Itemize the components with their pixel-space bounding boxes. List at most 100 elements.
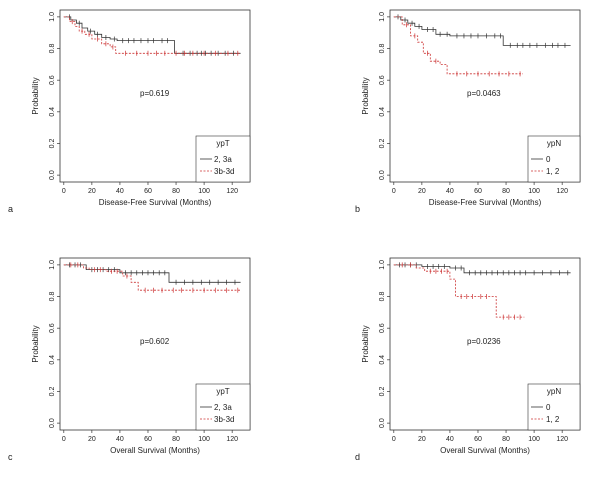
legend-label-series-2: 1, 2 <box>546 415 560 424</box>
legend: ypT 2, 3a 3b-3d <box>195 135 251 183</box>
x-tick-label: 40 <box>116 188 124 195</box>
legend-title: ypN <box>547 139 561 148</box>
x-tick-label: 20 <box>88 188 96 195</box>
y-axis: 0.0 0.2 0.4 0.6 0.8 1.0 <box>379 260 390 428</box>
x-tick-label: 120 <box>226 436 238 443</box>
plot-frame <box>59 9 251 183</box>
x-tick-label: 40 <box>116 436 124 443</box>
panel-letter: c <box>8 452 13 462</box>
p-value-label: p=0.619 <box>140 89 170 98</box>
plot-area <box>393 262 571 320</box>
x-tick-label: 80 <box>502 188 510 195</box>
km-curve-series-2 <box>63 264 241 291</box>
legend-label-series-1: 2, 3a <box>214 155 232 164</box>
legend-title: ypN <box>547 387 561 396</box>
x-tick-label: 100 <box>528 188 540 195</box>
legend-label-series-2: 3b-3d <box>214 415 234 424</box>
y-tick-label: 1.0 <box>379 260 386 270</box>
km-curve-series-1 <box>63 16 241 54</box>
y-tick-label: 0.2 <box>379 139 386 149</box>
y-tick-label: 0.8 <box>49 44 56 54</box>
y-tick-label: 0.4 <box>379 107 386 117</box>
p-value-label: p=0.602 <box>140 337 170 346</box>
x-tick-label: 20 <box>418 188 426 195</box>
x-tick-label: 0 <box>392 436 396 443</box>
y-tick-label: 0.6 <box>49 323 56 333</box>
x-tick-label: 100 <box>528 436 540 443</box>
x-axis-label: Overall Survival (Months) <box>440 446 530 455</box>
p-value-label: p=0.0236 <box>467 337 501 346</box>
x-tick-label: 60 <box>144 436 152 443</box>
y-axis-label: Probability <box>361 325 370 362</box>
x-tick-label: 120 <box>556 436 568 443</box>
km-curve-series-2 <box>393 16 523 75</box>
y-tick-label: 0.2 <box>379 387 386 397</box>
x-tick-label: 80 <box>172 188 180 195</box>
y-tick-label: 0.6 <box>49 75 56 85</box>
km-curve-series-2 <box>393 264 525 318</box>
x-axis: 0 20 40 60 80 100 120 <box>392 430 568 443</box>
x-tick-label: 120 <box>226 188 238 195</box>
y-tick-label: 0.2 <box>49 139 56 149</box>
x-axis: 0 20 40 60 80 100 120 <box>62 430 238 443</box>
y-axis-label: Probability <box>31 77 40 114</box>
legend-label-series-1: 0 <box>546 155 551 164</box>
y-tick-label: 0.6 <box>379 323 386 333</box>
legend-label-series-1: 0 <box>546 403 551 412</box>
plot-area <box>63 262 241 293</box>
x-tick-label: 20 <box>88 436 96 443</box>
y-tick-label: 0.6 <box>379 75 386 85</box>
x-axis: 0 20 40 60 80 100 120 <box>62 182 238 195</box>
y-tick-label: 0.2 <box>49 387 56 397</box>
y-axis-label: Probability <box>361 77 370 114</box>
x-tick-label: 100 <box>198 188 210 195</box>
legend-title: ypT <box>216 139 229 148</box>
legend-label-series-1: 2, 3a <box>214 403 232 412</box>
x-tick-label: 80 <box>502 436 510 443</box>
legend-title: ypT <box>216 387 229 396</box>
km-curve-series-2 <box>63 16 241 54</box>
plot-frame <box>389 9 581 183</box>
x-tick-label: 60 <box>474 188 482 195</box>
y-tick-label: 0.0 <box>49 418 56 428</box>
x-tick-label: 60 <box>474 436 482 443</box>
plot-area <box>393 14 571 77</box>
y-tick-label: 0.4 <box>379 355 386 365</box>
legend: ypT 2, 3a 3b-3d <box>195 383 251 431</box>
panel-letter: b <box>355 204 360 214</box>
panel-letter: d <box>355 452 360 462</box>
panel-letter: a <box>8 204 13 214</box>
y-tick-label: 0.8 <box>49 292 56 302</box>
y-tick-label: 0.8 <box>379 292 386 302</box>
x-tick-label: 40 <box>446 436 454 443</box>
y-tick-label: 0.0 <box>49 170 56 180</box>
y-tick-label: 1.0 <box>49 260 56 270</box>
y-axis: 0.0 0.2 0.4 0.6 0.8 1.0 <box>49 12 60 180</box>
y-axis-label: Probability <box>31 325 40 362</box>
legend: ypN 0 1, 2 <box>527 383 581 431</box>
x-tick-label: 40 <box>446 188 454 195</box>
legend-label-series-2: 1, 2 <box>546 167 560 176</box>
x-tick-label: 20 <box>418 436 426 443</box>
panel-d: 0 20 40 60 80 100 120 0.0 0.2 0.4 0.6 0.8 1.0 Overa… <box>355 257 581 462</box>
x-tick-label: 80 <box>172 436 180 443</box>
y-tick-label: 0.4 <box>49 107 56 117</box>
x-tick-label: 0 <box>62 436 66 443</box>
plot-frame <box>59 257 251 431</box>
y-axis: 0.0 0.2 0.4 0.6 0.8 1.0 <box>49 260 60 428</box>
y-axis: 0.0 0.2 0.4 0.6 0.8 1.0 <box>379 12 390 180</box>
plot-frame <box>389 257 581 431</box>
y-tick-label: 1.0 <box>379 12 386 22</box>
panel-c: 0 20 40 60 80 100 120 0.0 0.2 0.4 0.6 0.8 1.0 Overa… <box>8 257 251 462</box>
p-value-label: p=0.0463 <box>467 89 501 98</box>
x-axis-label: Overall Survival (Months) <box>110 446 200 455</box>
km-curve-series-1 <box>63 264 241 283</box>
y-tick-label: 0.0 <box>379 418 386 428</box>
x-tick-label: 0 <box>392 188 396 195</box>
x-axis-label: Disease-Free Survival (Months) <box>429 198 542 207</box>
x-tick-label: 100 <box>198 436 210 443</box>
km-curve-series-1 <box>393 264 571 274</box>
y-tick-label: 1.0 <box>49 12 56 22</box>
